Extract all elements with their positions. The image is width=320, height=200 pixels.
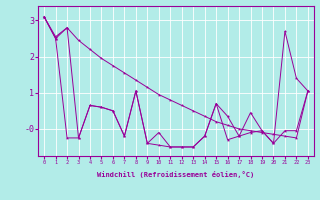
X-axis label: Windchill (Refroidissement éolien,°C): Windchill (Refroidissement éolien,°C)	[97, 171, 255, 178]
